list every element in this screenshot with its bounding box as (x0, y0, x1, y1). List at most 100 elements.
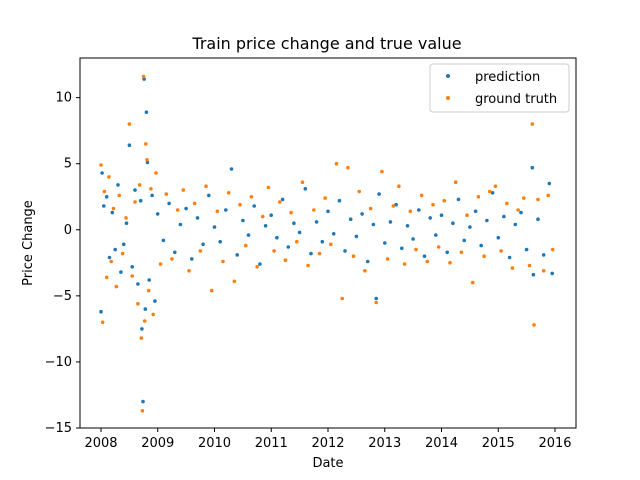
data-point (380, 169, 384, 174)
data-point (377, 192, 381, 196)
data-point (505, 201, 509, 206)
data-point (496, 235, 501, 240)
data-point (314, 220, 319, 224)
data-point (229, 167, 234, 171)
data-point (351, 254, 356, 258)
data-point (453, 180, 458, 184)
x-tick-label: 2009 (141, 436, 174, 451)
data-point (120, 251, 125, 256)
legend-marker-prediction (446, 74, 450, 78)
data-point (232, 279, 237, 284)
data-point (283, 258, 288, 263)
legend-label-ground-truth: ground truth (475, 92, 557, 107)
data-point (417, 208, 421, 212)
x-tick-label: 2008 (84, 436, 117, 451)
data-point (337, 198, 342, 203)
data-point (490, 191, 495, 195)
data-point (107, 255, 112, 260)
plot-area (79, 57, 577, 429)
legend-marker-ground-truth (446, 96, 450, 100)
data-point (269, 213, 274, 217)
data-point (249, 195, 254, 199)
data-point (425, 259, 430, 264)
x-tick-label: 2013 (368, 436, 401, 451)
data-point (218, 239, 222, 244)
data-point (100, 320, 105, 325)
data-point (536, 197, 540, 202)
data-point (158, 262, 163, 266)
data-point (541, 269, 546, 273)
data-point (312, 208, 316, 212)
data-point (448, 261, 452, 265)
data-point (192, 201, 197, 206)
data-point (295, 239, 299, 244)
data-point (155, 212, 160, 216)
data-point (306, 263, 310, 268)
data-point (536, 217, 540, 221)
data-point (300, 180, 305, 184)
data-point (531, 272, 536, 277)
data-point (146, 288, 151, 293)
data-point (175, 208, 180, 212)
data-point (286, 245, 291, 249)
data-point (522, 196, 526, 200)
data-point (241, 218, 245, 223)
data-point (499, 249, 503, 253)
data-point (445, 250, 450, 255)
data-point (431, 202, 435, 207)
x-tick-label: 2011 (255, 436, 288, 451)
data-point (323, 196, 328, 200)
data-point (280, 197, 285, 202)
data-point (541, 253, 546, 257)
data-point (397, 184, 401, 188)
data-point (204, 184, 208, 188)
data-point (442, 198, 447, 203)
data-point (346, 165, 350, 170)
data-point (470, 280, 475, 285)
data-point (111, 206, 116, 211)
data-point (502, 214, 506, 219)
data-point (459, 250, 464, 255)
plot-frame (80, 58, 576, 428)
data-point (326, 209, 330, 214)
data-point (297, 230, 302, 235)
data-point (354, 234, 359, 239)
y-axis-ticks: −15 −10 −5 0 5 10 (45, 91, 80, 436)
data-point (99, 163, 103, 167)
data-point (238, 202, 242, 207)
data-point (530, 165, 535, 170)
data-point (360, 212, 364, 216)
x-tick-label: 2014 (425, 436, 458, 451)
data-point (104, 195, 109, 199)
data-point (317, 251, 322, 256)
data-point (547, 181, 552, 186)
data-point (275, 235, 279, 240)
data-point (110, 210, 115, 215)
data-point (487, 189, 492, 194)
data-point (243, 243, 248, 248)
data-point (215, 209, 220, 214)
points-layer (99, 74, 555, 413)
data-point (104, 275, 109, 280)
data-point (550, 247, 555, 252)
data-point (164, 192, 169, 196)
data-point (550, 271, 554, 276)
data-point (139, 336, 144, 340)
data-point (252, 204, 256, 208)
y-tick-label: −15 (45, 421, 72, 436)
data-point (408, 209, 413, 214)
data-point (113, 247, 117, 252)
data-point (428, 216, 433, 220)
data-point (147, 278, 151, 282)
data-point (151, 312, 155, 317)
data-point (173, 250, 177, 255)
data-point (201, 242, 205, 247)
data-point (130, 265, 134, 269)
data-point (374, 300, 379, 305)
data-point (138, 198, 143, 203)
data-point (527, 263, 532, 268)
data-point (374, 296, 379, 301)
data-point (343, 249, 347, 253)
data-point (141, 74, 146, 79)
x-axis-label: Date (312, 456, 343, 471)
